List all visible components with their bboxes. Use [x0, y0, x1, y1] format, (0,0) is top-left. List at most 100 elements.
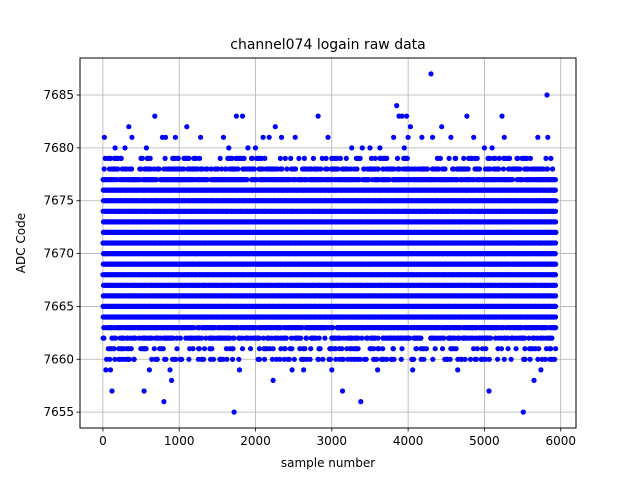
data-point [236, 356, 242, 362]
data-point [229, 155, 235, 161]
data-point [256, 346, 262, 352]
data-point [112, 356, 118, 362]
data-point [239, 335, 245, 341]
data-point [322, 335, 328, 341]
data-point [301, 155, 307, 161]
data-point [262, 356, 268, 362]
data-point [149, 356, 155, 362]
data-point [283, 335, 289, 341]
data-point [323, 155, 329, 161]
data-point [310, 155, 316, 161]
data-point [343, 155, 349, 161]
data-point [138, 166, 144, 172]
data-point [339, 346, 345, 352]
data-point [303, 335, 310, 341]
data-point [262, 155, 268, 161]
data-point [170, 335, 176, 341]
data-point [241, 155, 247, 161]
data-point [113, 335, 119, 341]
data-point [223, 166, 229, 172]
data-point [359, 335, 365, 341]
data-point [208, 166, 214, 172]
data-point [355, 346, 361, 352]
data-point [239, 346, 246, 352]
data-point [298, 335, 304, 341]
data-point [357, 155, 363, 161]
data-point [230, 346, 236, 352]
data-point [174, 335, 180, 341]
data-point [203, 335, 209, 341]
data-point [101, 166, 107, 172]
data-point [317, 346, 323, 352]
data-point [218, 166, 225, 172]
data-point [316, 335, 322, 341]
data-point [160, 346, 166, 352]
data-point [247, 346, 254, 352]
data-point [251, 166, 257, 172]
data-point [231, 335, 237, 341]
data-point [307, 356, 313, 362]
data-point [227, 335, 233, 341]
data-point [153, 177, 159, 183]
data-point [147, 155, 153, 161]
data-point [163, 356, 169, 362]
data-point [204, 177, 210, 183]
data-point [375, 166, 381, 172]
data-point [320, 356, 326, 362]
data-point [162, 155, 168, 161]
data-point [139, 155, 145, 161]
data-point [128, 346, 134, 352]
data-point [282, 346, 288, 352]
data-point [181, 166, 187, 172]
data-point [220, 356, 226, 362]
data-point [199, 335, 205, 341]
data-point [318, 166, 324, 172]
data-point [372, 155, 378, 161]
data-points [100, 71, 559, 415]
data-point [214, 166, 221, 172]
data-point [197, 155, 203, 161]
data-point [101, 335, 107, 341]
data-point [302, 346, 308, 352]
data-point [147, 166, 153, 172]
data-point [149, 335, 155, 341]
data-point [296, 155, 302, 161]
data-point [256, 356, 263, 362]
data-point [282, 155, 288, 161]
data-point [115, 166, 121, 172]
data-point [186, 356, 192, 362]
data-point [375, 335, 381, 341]
data-point [308, 346, 314, 352]
data-point [337, 155, 343, 161]
data-point [129, 166, 135, 172]
data-point [177, 335, 183, 341]
data-point [190, 346, 196, 352]
data-point [204, 166, 210, 172]
data-point [286, 356, 292, 362]
data-point [292, 166, 299, 172]
data-point [196, 346, 202, 352]
data-point [173, 356, 179, 362]
data-point [270, 346, 276, 352]
data-point [111, 346, 117, 352]
data-point [340, 356, 346, 362]
data-point [380, 346, 386, 352]
data-point [132, 335, 138, 341]
data-point [217, 155, 223, 161]
data-point [175, 155, 181, 161]
data-point [156, 166, 162, 172]
data-point [143, 346, 149, 352]
chart-title: channel074 logain raw data [230, 37, 425, 53]
data-point [327, 356, 333, 362]
data-point [191, 325, 197, 331]
data-point [107, 155, 113, 161]
data-point [235, 166, 241, 172]
data-point [201, 346, 208, 352]
data-point [284, 166, 290, 172]
data-point [186, 155, 192, 161]
data-point [289, 346, 295, 352]
data-point [291, 356, 297, 362]
data-point [209, 346, 215, 352]
